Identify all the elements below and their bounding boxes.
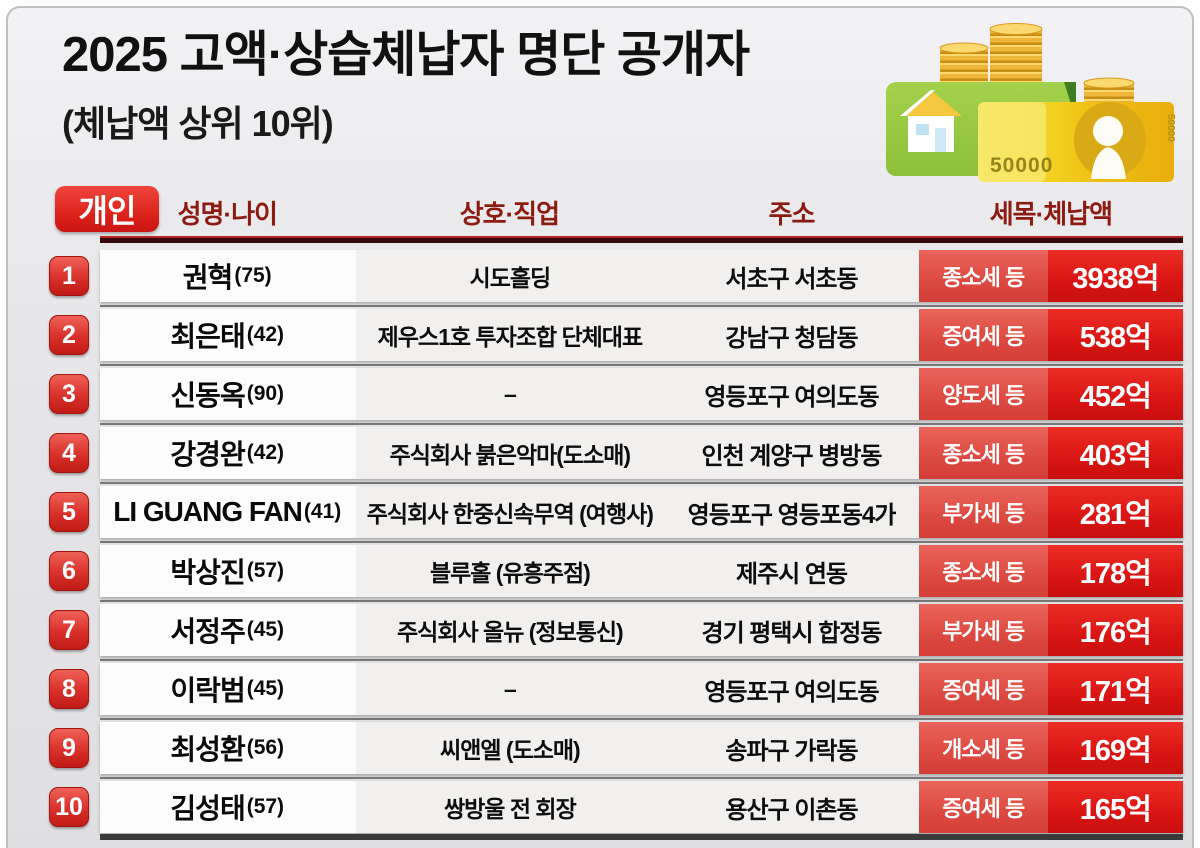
banknote-text: 50000 xyxy=(990,154,1053,177)
amount-cell: 403억 xyxy=(1047,427,1183,479)
table-row: 3 신동옥 (90) – 영등포구 여의도동 양도세 등 452억 xyxy=(35,368,1183,425)
rank-badge: 5 xyxy=(49,492,89,532)
tax-type-cell: 양도세 등 xyxy=(918,368,1048,420)
address-cell: 제주시 연동 xyxy=(664,545,919,597)
portrait-icon xyxy=(1074,102,1146,179)
tax-type-cell: 종소세 등 xyxy=(918,427,1048,479)
amount-cell: 281억 xyxy=(1047,486,1183,538)
name-cell: LI GUANG FAN (41) xyxy=(100,486,355,538)
page-title: 2025 고액·상습체납자 명단 공개자 xyxy=(62,28,750,82)
name-cell: 신동옥 (90) xyxy=(100,368,355,420)
business-cell: 주식회사 올뉴 (정보통신) xyxy=(354,604,665,656)
table-row: 4 강경완 (42) 주식회사 붉은악마(도소매) 인천 계양구 병방동 종소세 … xyxy=(35,427,1183,484)
banknote-icon: 50000 50000 xyxy=(978,102,1176,182)
name-cell: 이락범 (45) xyxy=(100,663,355,715)
name-cell: 박상진 (57) xyxy=(100,545,355,597)
table-row: 10 김성태 (57) 쌍방울 전 회장 용산구 이촌동 증여세 등 165억 xyxy=(35,781,1183,840)
business-cell: 제우스1호 투자조합 단체대표 xyxy=(354,309,665,361)
header-underline xyxy=(100,236,1183,243)
category-badge-individual: 개인 xyxy=(55,186,159,232)
amount-cell: 176억 xyxy=(1047,604,1183,656)
amount-cell: 3938억 xyxy=(1047,250,1183,302)
address-cell: 송파구 가락동 xyxy=(664,722,919,774)
header-address: 주소 xyxy=(768,198,816,229)
name-cell: 최성환 (56) xyxy=(100,722,355,774)
address-cell: 인천 계양구 병방동 xyxy=(664,427,919,479)
rank-badge: 8 xyxy=(49,669,89,709)
rank-badge: 9 xyxy=(49,728,89,768)
rank-badge: 10 xyxy=(49,787,89,827)
banknote-text-vertical: 50000 xyxy=(1165,114,1176,142)
tax-type-cell: 부가세 등 xyxy=(918,486,1048,538)
business-cell: 블루홀 (유흥주점) xyxy=(354,545,665,597)
amount-cell: 178억 xyxy=(1047,545,1183,597)
business-cell: 쌍방울 전 회장 xyxy=(354,781,665,833)
address-cell: 용산구 이촌동 xyxy=(664,781,919,833)
tax-type-cell: 부가세 등 xyxy=(918,604,1048,656)
name-cell: 권혁 (75) xyxy=(100,250,355,302)
table-row: 1 권혁 (75) 시도홀딩 서초구 서초동 종소세 등 3938억 xyxy=(35,250,1183,307)
page-subtitle: (체납액 상위 10위) xyxy=(62,102,334,144)
table-row: 9 최성환 (56) 씨앤엘 (도소매) 송파구 가락동 개소세 등 169억 xyxy=(35,722,1183,779)
address-cell: 영등포구 여의도동 xyxy=(664,663,919,715)
table-row: 6 박상진 (57) 블루홀 (유흥주점) 제주시 연동 종소세 등 178억 xyxy=(35,545,1183,602)
delinquent-table: 1 권혁 (75) 시도홀딩 서초구 서초동 종소세 등 3938억 2 최은태(… xyxy=(35,250,1183,840)
header-tax-amount: 세목·체납액 xyxy=(989,198,1113,229)
name-cell: 최은태 (42) xyxy=(100,309,355,361)
address-cell: 영등포구 영등포동4가 xyxy=(664,486,919,538)
rank-badge: 3 xyxy=(49,374,89,414)
amount-cell: 169억 xyxy=(1047,722,1183,774)
amount-cell: 452억 xyxy=(1047,368,1183,420)
address-cell: 강남구 청담동 xyxy=(664,309,919,361)
tax-type-cell: 종소세 등 xyxy=(918,250,1048,302)
money-illustration: 50000 50000 xyxy=(878,18,1180,196)
business-cell: 주식회사 붉은악마(도소매) xyxy=(354,427,665,479)
money-illustration-svg: 50000 50000 xyxy=(886,23,1176,182)
tax-type-cell: 증여세 등 xyxy=(918,309,1048,361)
name-cell: 김성태 (57) xyxy=(100,781,355,833)
header-labels: 성명·나이 상호·직업 주소 세목·체납액 xyxy=(35,192,1183,232)
title-block: 2025 고액·상습체납자 명단 공개자 (체납액 상위 10위) xyxy=(62,26,892,147)
address-cell: 영등포구 여의도동 xyxy=(664,368,919,420)
table-row: 8 이락범 (45) – 영등포구 여의도동 증여세 등 171억 xyxy=(35,663,1183,720)
address-cell: 서초구 서초동 xyxy=(664,250,919,302)
table-row: 7 서정주 (45) 주식회사 올뉴 (정보통신) 경기 평택시 합정동 부가세 … xyxy=(35,604,1183,661)
header-business: 상호·직업 xyxy=(459,198,560,229)
amount-cell: 538억 xyxy=(1047,309,1183,361)
table-row: 2 최은태 (42) 제우스1호 투자조합 단체대표 강남구 청담동 증여세 등 … xyxy=(35,309,1183,366)
business-cell: – xyxy=(354,368,665,420)
rank-badge: 7 xyxy=(49,610,89,650)
name-cell: 서정주 (45) xyxy=(100,604,355,656)
table-row: 5 LI GUANG FAN (41) 주식회사 한중신속무역 (여행사) 영등포… xyxy=(35,486,1183,543)
rank-badge: 1 xyxy=(49,256,89,296)
tax-type-cell: 증여세 등 xyxy=(918,663,1048,715)
tax-type-cell: 증여세 등 xyxy=(918,781,1048,833)
amount-cell: 171억 xyxy=(1047,663,1183,715)
table-header-row: 성명·나이 상호·직업 주소 세목·체납액 개인 xyxy=(35,186,1183,236)
tax-type-cell: 종소세 등 xyxy=(918,545,1048,597)
business-cell: 시도홀딩 xyxy=(354,250,665,302)
business-cell: 주식회사 한중신속무역 (여행사) xyxy=(354,486,665,538)
amount-cell: 165억 xyxy=(1047,781,1183,833)
business-cell: 씨앤엘 (도소매) xyxy=(354,722,665,774)
business-cell: – xyxy=(354,663,665,715)
rank-badge: 2 xyxy=(49,315,89,355)
tax-type-cell: 개소세 등 xyxy=(918,722,1048,774)
rank-badge: 4 xyxy=(49,433,89,473)
name-cell: 강경완 (42) xyxy=(100,427,355,479)
rank-badge: 6 xyxy=(49,551,89,591)
address-cell: 경기 평택시 합정동 xyxy=(664,604,919,656)
header-name-age: 성명·나이 xyxy=(177,198,278,229)
